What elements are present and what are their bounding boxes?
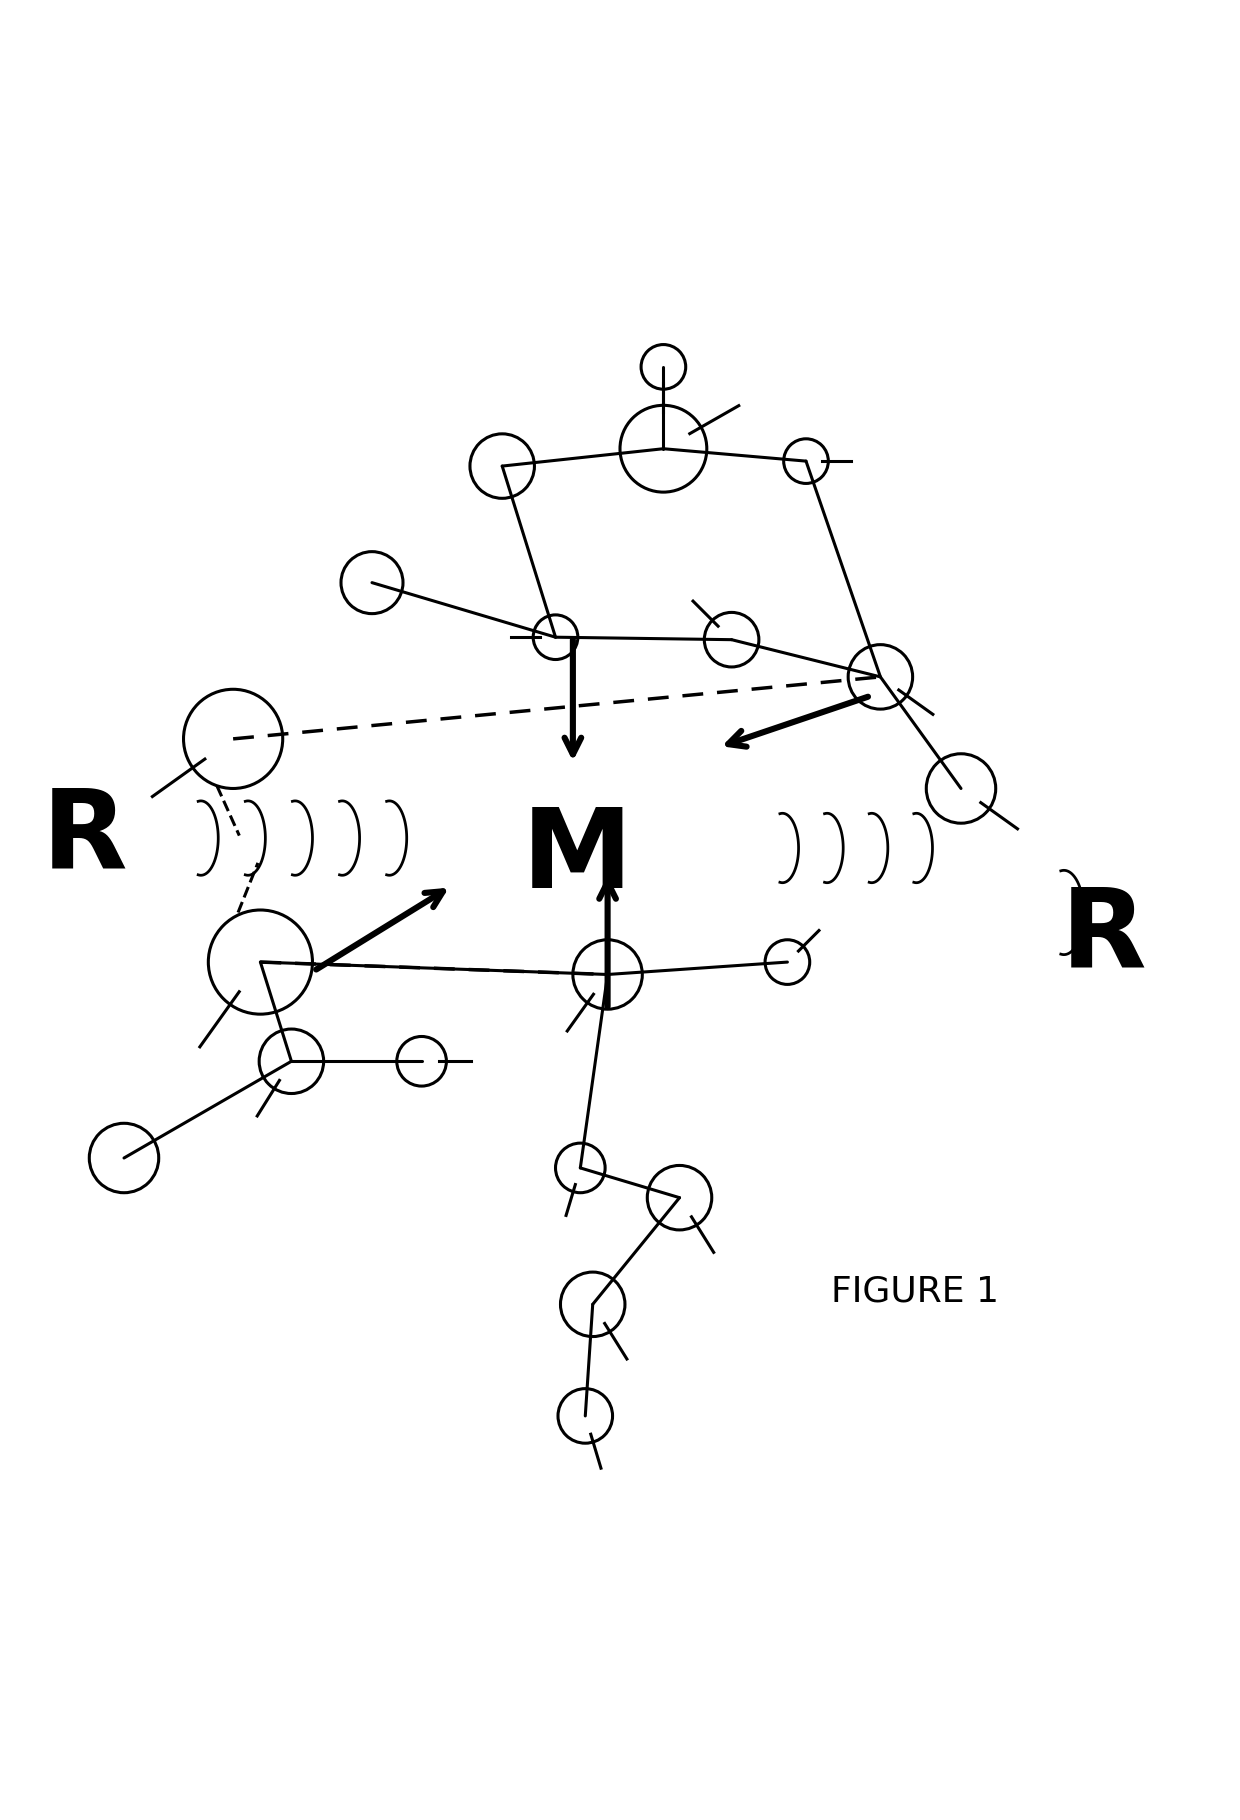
Text: R: R [1060,885,1147,990]
Text: FIGURE 1: FIGURE 1 [831,1276,999,1309]
Text: M: M [521,804,632,912]
Text: R: R [41,784,128,892]
